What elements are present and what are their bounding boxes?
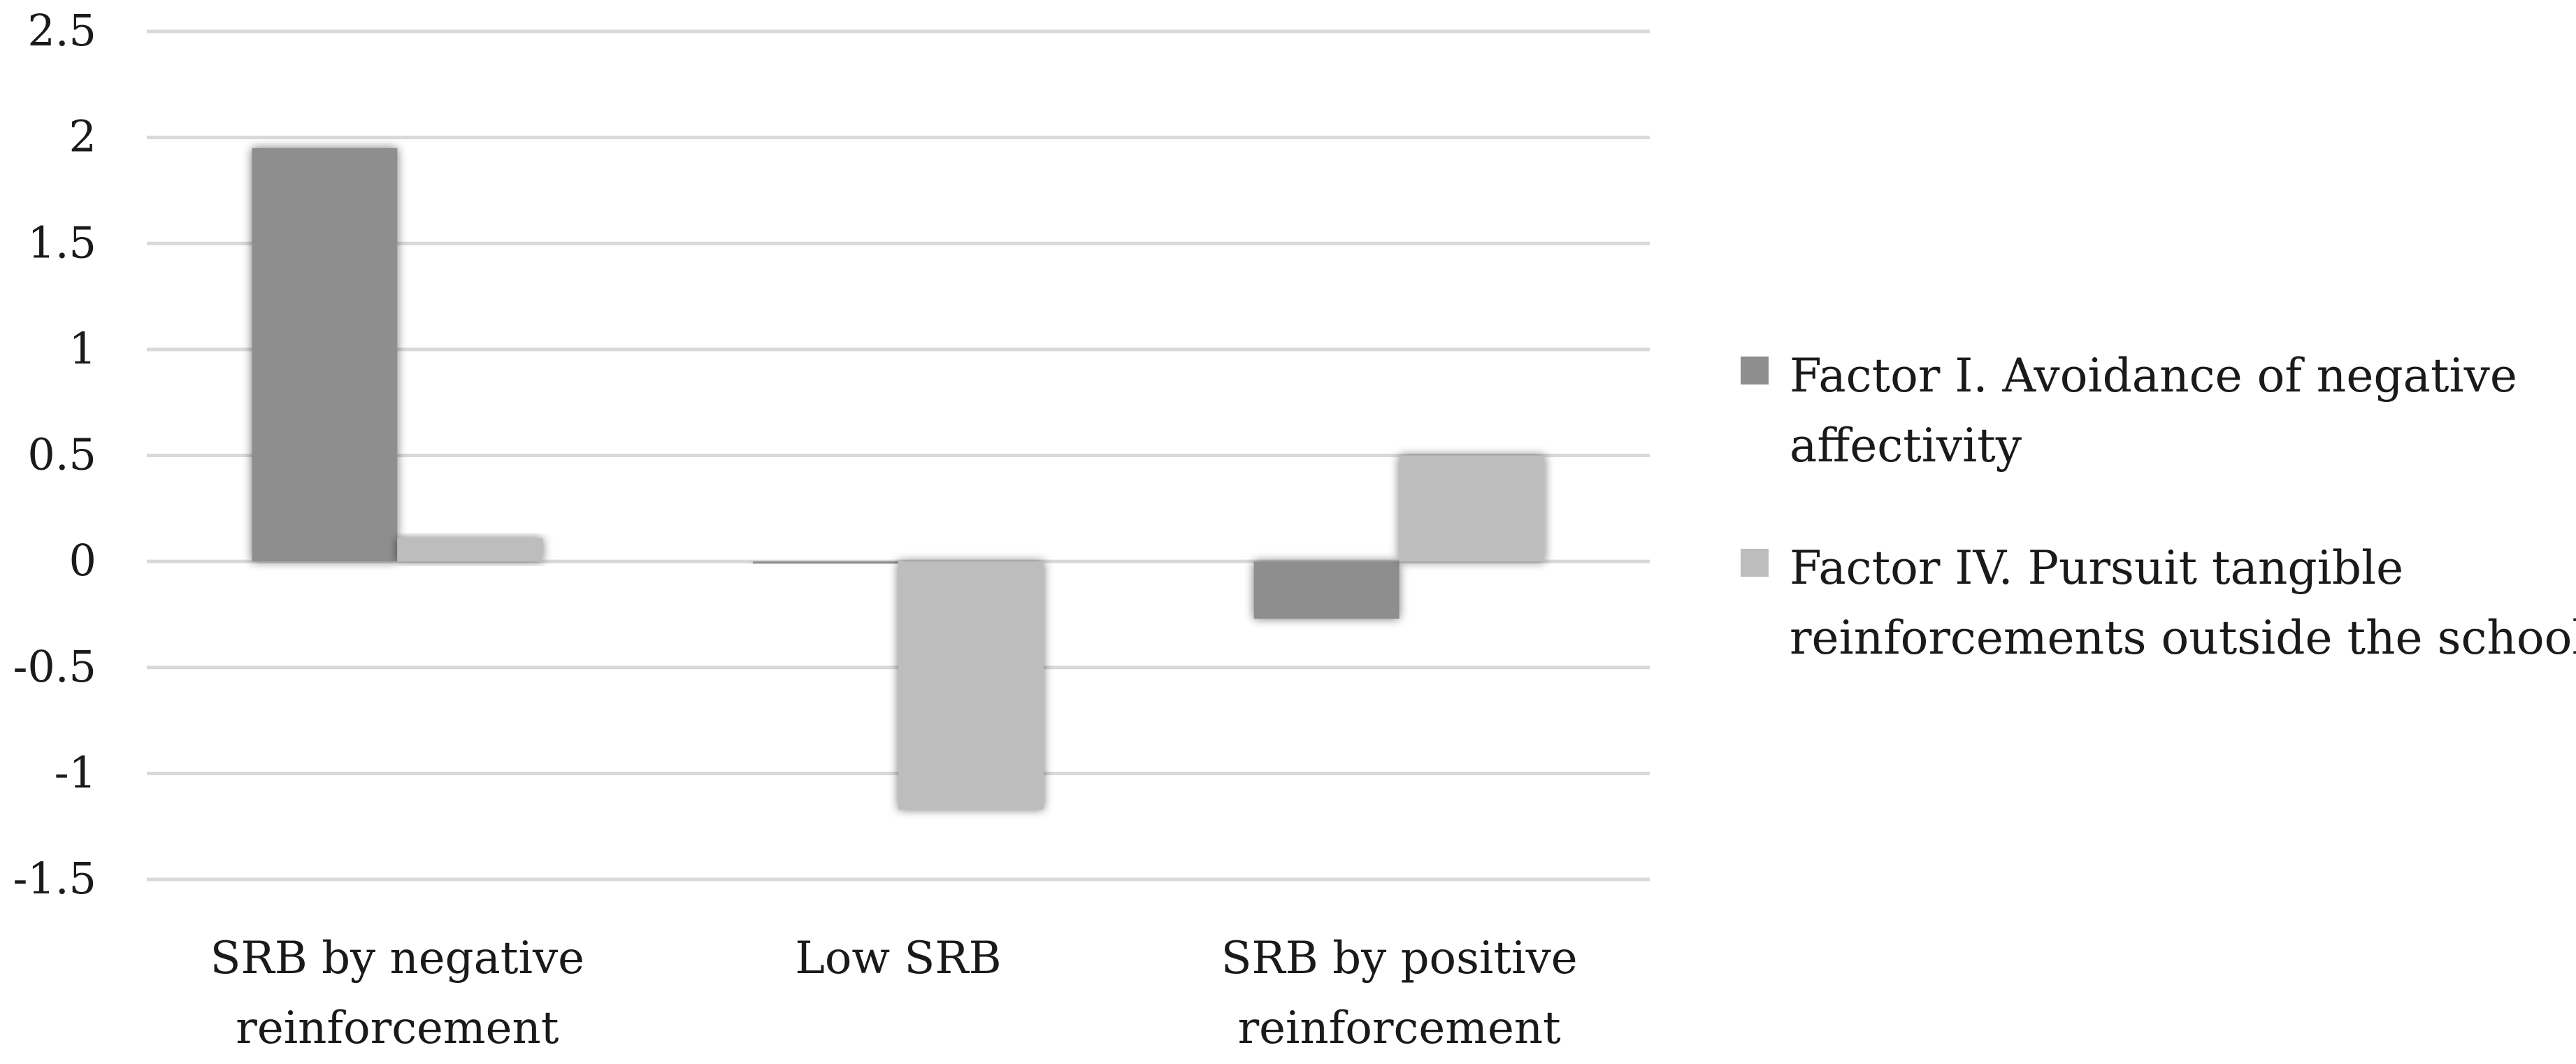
x-axis: SRB by negative reinforcement Low SRB SRB b… <box>210 933 1578 1054</box>
y-tick-label: -1.5 <box>13 853 96 904</box>
x-category-label: reinforcement <box>1238 1002 1561 1054</box>
y-axis: 2.5 2 1.5 1 0.5 0 -0.5 -1 -1.5 <box>13 5 96 904</box>
x-category-label: SRB by positive <box>1221 933 1578 984</box>
bar-series1-0 <box>252 148 398 562</box>
legend-label: Factor I. Avoidance of negative <box>1790 349 2517 403</box>
bar-series1-2 <box>1253 561 1399 619</box>
legend-label: affectivity <box>1790 419 2022 473</box>
y-tick-label: 2 <box>69 111 96 162</box>
y-tick-label: -0.5 <box>13 641 96 692</box>
bars <box>252 148 1545 810</box>
bar-series1-1 <box>753 561 898 564</box>
y-tick-label: 0.5 <box>27 429 96 480</box>
y-tick-label: 2.5 <box>27 5 96 56</box>
x-category-label: reinforcement <box>236 1002 559 1054</box>
legend-label: reinforcements outside the school <box>1790 611 2576 665</box>
legend-swatch-series2 <box>1741 549 1769 577</box>
legend-swatch-series1 <box>1741 357 1769 384</box>
y-tick-label: 1.5 <box>27 217 96 268</box>
y-tick-label: -1 <box>55 747 96 798</box>
y-tick-label: 0 <box>69 535 96 586</box>
bar-series2-0 <box>397 538 543 562</box>
bar-series2-2 <box>1399 455 1545 562</box>
x-category-label: SRB by negative <box>210 933 584 984</box>
y-tick-label: 1 <box>69 323 96 374</box>
bar-series2-1 <box>898 561 1044 810</box>
legend-label: Factor IV. Pursuit tangible <box>1790 541 2403 595</box>
x-category-label: Low SRB <box>795 933 1001 984</box>
legend: Factor I. Avoidance of negative affectivi… <box>1741 349 2576 665</box>
